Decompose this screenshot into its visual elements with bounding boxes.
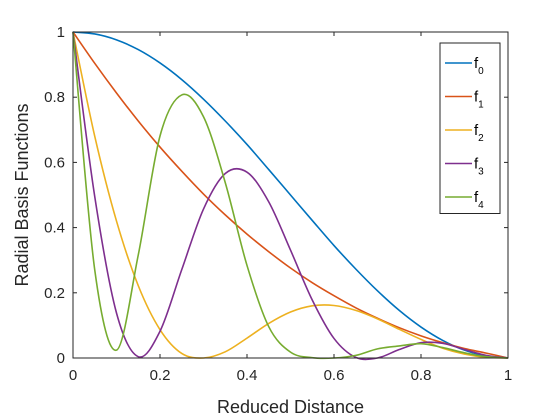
y-tick-label: 0.8 [44, 89, 65, 106]
legend-entry-subscript: 2 [478, 133, 484, 144]
legend-entry-subscript: 4 [478, 200, 484, 211]
legend-entry-f3: f3 [474, 156, 484, 178]
x-tick-label: 0.4 [237, 367, 258, 384]
y-tick-label: 1 [57, 24, 65, 41]
legend-entry-f2: f2 [474, 122, 484, 144]
legend-entry-base: f [474, 55, 479, 72]
legend-entry-base: f [474, 156, 479, 173]
x-tick-label: 1 [504, 367, 512, 384]
legend-entry-f0: f0 [474, 55, 484, 77]
legend-entry-base: f [474, 89, 479, 106]
legend-entry-f1: f1 [474, 89, 484, 111]
legend-entry-f4: f4 [474, 189, 484, 211]
y-tick-label: 0.4 [44, 220, 65, 237]
x-tick-label: 0.8 [411, 367, 432, 384]
x-tick-label: 0.6 [324, 367, 345, 384]
legend-entry-base: f [474, 122, 479, 139]
legend-entry-subscript: 0 [478, 66, 484, 77]
axes-box [72, 31, 509, 359]
y-tick-label: 0 [57, 350, 65, 367]
x-tick-label: 0 [69, 367, 77, 384]
series-line-f3 [72, 31, 509, 361]
series-line-f1 [72, 31, 509, 359]
legend-box [439, 42, 501, 214]
y-axis-label: Radial Basis Functions [12, 103, 32, 286]
x-axis-label: Reduced Distance [217, 397, 364, 417]
y-tick-label: 0.6 [44, 154, 65, 171]
x-tick-label: 0.2 [150, 367, 171, 384]
y-tick-label: 0.2 [44, 285, 65, 302]
plot-layer [72, 31, 509, 361]
series-line-f4 [72, 31, 509, 360]
legend-entry-subscript: 1 [478, 100, 484, 111]
legend-entry-subscript: 3 [478, 167, 484, 178]
series-line-f0 [72, 31, 509, 359]
legend-entry-base: f [474, 189, 479, 206]
ticks-layer: 0 0.2 0.4 0.6 0.8 1 0 0.2 0.4 0.6 0.8 1 [44, 24, 512, 384]
